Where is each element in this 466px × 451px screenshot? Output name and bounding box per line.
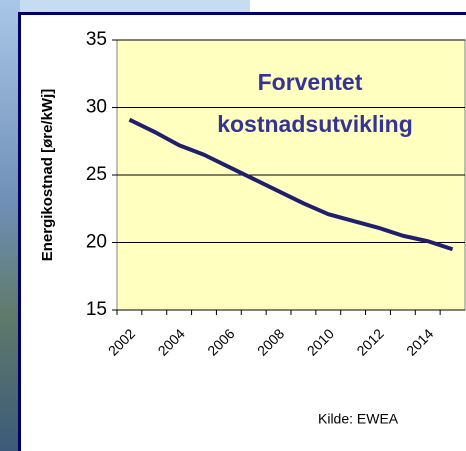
y-tick-label: 20 [86, 232, 107, 253]
source-note: Kilde: EWEA [318, 411, 399, 427]
background-photo [0, 0, 20, 451]
y-tick-label: 35 [86, 29, 107, 50]
y-tick-label: 30 [86, 97, 107, 118]
chart-title: kostnadsutvikling [217, 111, 413, 137]
y-axis-label: Energikostnad [øre/kWj] [39, 89, 56, 262]
y-tick-label: 15 [86, 299, 107, 320]
slide: Energikostnad [øre/kWj] Forventet kostna… [0, 0, 466, 451]
y-tick-label: 25 [86, 164, 107, 185]
chart-title: Forventet [258, 69, 363, 95]
background-strip [0, 0, 250, 14]
